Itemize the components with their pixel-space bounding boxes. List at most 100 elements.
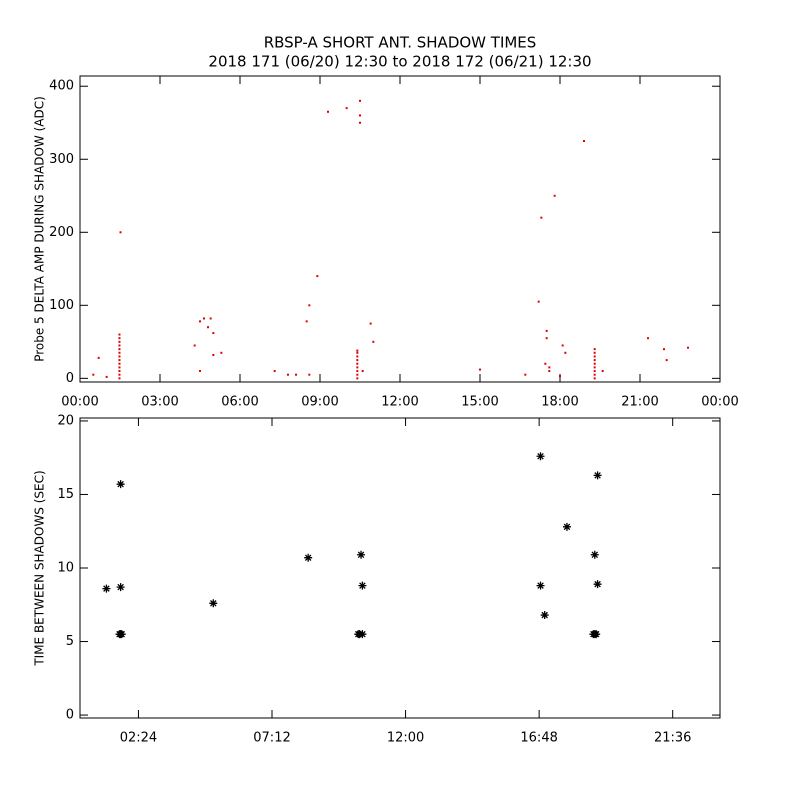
data-point: [593, 580, 602, 589]
data-point: [545, 337, 548, 340]
y-tick-label: 300: [49, 152, 74, 167]
x-tick-label: 12:00: [381, 395, 418, 410]
data-point: [207, 326, 209, 329]
data-point: [117, 630, 126, 639]
data-point: [118, 373, 121, 376]
y-tick-label: 0: [66, 708, 74, 723]
data-point: [545, 329, 548, 332]
chart-subtitle: 2018 171 (06/20) 12:30 to 2018 172 (06/2…: [208, 53, 591, 71]
data-point: [356, 370, 359, 373]
data-point: [118, 359, 121, 362]
data-point: [212, 353, 215, 356]
data-point: [540, 611, 549, 620]
x-tick-label: 07:12: [253, 731, 290, 746]
data-point: [687, 346, 689, 349]
data-point: [212, 332, 215, 335]
data-point: [345, 107, 348, 110]
x-tick-label: 16:48: [520, 731, 557, 746]
data-point: [593, 373, 596, 376]
data-point: [116, 583, 125, 592]
plot-frame: [79, 417, 721, 719]
data-point: [295, 373, 297, 376]
data-point: [564, 351, 567, 354]
data-point: [97, 356, 100, 359]
x-tick-label: 00:00: [61, 395, 98, 410]
data-point: [359, 121, 361, 124]
y-tick-label: 20: [57, 413, 74, 428]
y-axis-label: Probe 5 DELTA AMP DURING SHADOW (ADC): [33, 96, 47, 362]
data-point: [540, 216, 543, 219]
data-point: [561, 344, 564, 347]
data-point: [583, 139, 585, 142]
data-point: [118, 362, 121, 365]
data-point: [305, 320, 308, 323]
x-tick-label: 21:00: [621, 395, 658, 410]
y-tick-label: 400: [49, 79, 74, 94]
data-point: [356, 355, 359, 358]
plot-frame: [79, 75, 721, 383]
data-point: [593, 366, 596, 369]
data-point: [593, 370, 596, 373]
data-point: [356, 349, 359, 352]
y-tick-label: 200: [49, 225, 74, 240]
data-point: [356, 366, 359, 369]
data-point: [359, 99, 361, 102]
x-tick-label: 09:00: [301, 395, 338, 410]
data-point: [562, 522, 571, 531]
data-point: [92, 373, 95, 376]
y-tick-label: 5: [66, 634, 74, 649]
data-point: [593, 362, 596, 365]
data-point: [316, 275, 319, 278]
data-point: [118, 333, 121, 336]
y-axis-label: TIME BETWEEN SHADOWS (SEC): [33, 470, 47, 666]
data-point: [119, 231, 122, 234]
data-point: [593, 355, 596, 358]
data-point: [548, 366, 551, 369]
data-point: [209, 599, 218, 608]
data-point: [308, 373, 311, 376]
data-point: [356, 351, 359, 354]
x-tick-label: 15:00: [461, 395, 498, 410]
data-point: [479, 368, 481, 371]
data-point: [273, 370, 276, 373]
y-tick-label: 100: [49, 298, 74, 313]
data-point: [524, 373, 527, 376]
data-point: [536, 581, 545, 590]
data-point: [356, 377, 359, 380]
data-point: [199, 370, 201, 373]
data-point: [118, 348, 121, 351]
data-point: [369, 322, 372, 325]
data-point: [105, 375, 108, 378]
data-point: [665, 359, 668, 362]
x-tick-label: 21:36: [654, 731, 691, 746]
data-point: [118, 351, 121, 354]
data-point: [116, 480, 125, 489]
y-tick-label: 15: [57, 487, 74, 502]
data-point: [536, 452, 545, 461]
x-tick-label: 18:00: [541, 395, 578, 410]
data-point: [118, 377, 121, 380]
data-point: [102, 584, 111, 593]
data-point: [356, 362, 359, 365]
data-point: [118, 344, 121, 347]
data-point: [199, 320, 201, 323]
data-point: [593, 348, 596, 351]
data-point: [118, 370, 121, 373]
data-point: [559, 375, 561, 378]
data-point: [356, 373, 359, 376]
data-point: [304, 553, 313, 562]
data-point: [647, 337, 649, 340]
data-point: [537, 300, 540, 303]
data-point: [327, 110, 329, 113]
x-tick-label: 02:24: [120, 731, 157, 746]
data-point: [592, 630, 601, 639]
x-tick-label: 00:00: [701, 395, 738, 410]
data-point: [663, 348, 665, 351]
data-point: [118, 340, 121, 343]
data-point: [287, 373, 289, 376]
data-point: [601, 370, 604, 373]
x-tick-label: 03:00: [141, 395, 178, 410]
data-point: [593, 351, 596, 354]
data-point: [359, 114, 361, 117]
